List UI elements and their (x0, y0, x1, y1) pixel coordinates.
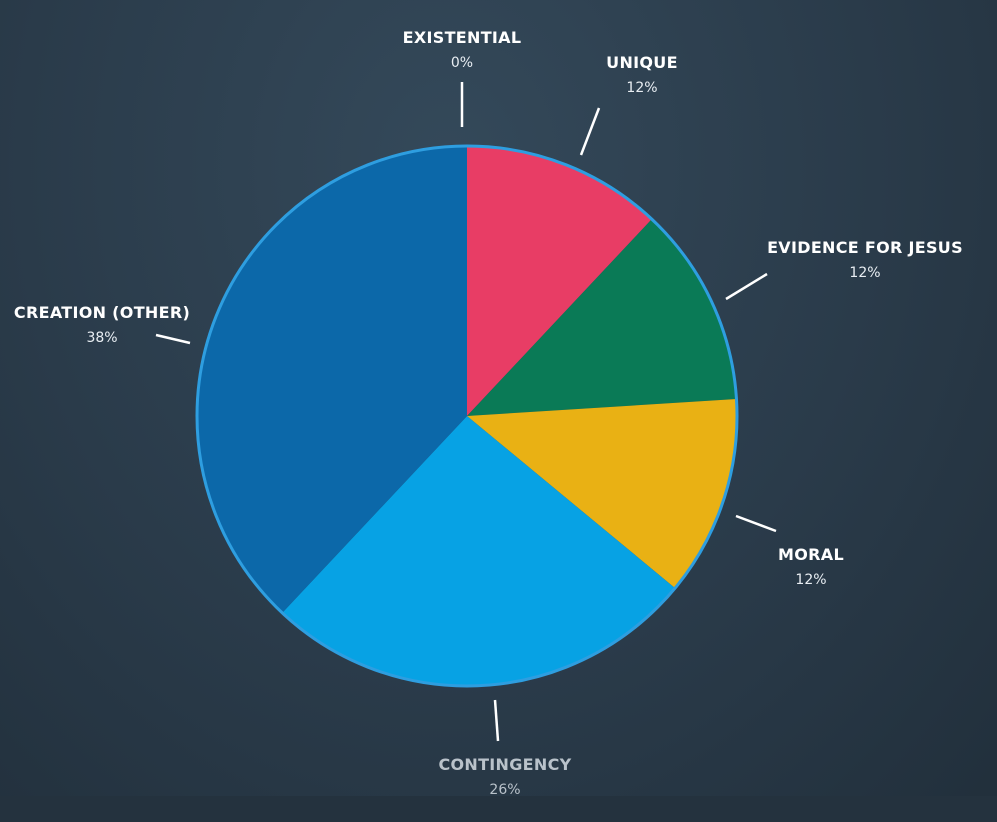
pie-slice-moral (467, 399, 737, 589)
bottom-bar (0, 796, 997, 822)
leader-line (493, 699, 500, 742)
leader-line (155, 333, 191, 345)
slice-label: CREATION (OTHER) 38% (14, 303, 190, 346)
leader-line (735, 514, 777, 533)
leader-line (725, 272, 768, 301)
pie-slice-creation-other (197, 146, 467, 613)
slice-label-value: 38% (86, 330, 118, 346)
pie-slice-contingency (282, 416, 676, 686)
slice-label-name: CONTINGENCY (438, 755, 572, 774)
slice-label-name: MORAL (778, 545, 844, 564)
slice-label: CONTINGENCY 26% (438, 755, 571, 798)
slice-label-name: UNIQUE (606, 53, 678, 72)
slice-label-value: 12% (849, 265, 881, 281)
slice-label-value: 12% (795, 572, 827, 588)
slice-label: EXISTENTIAL 0% (403, 28, 522, 71)
slice-label: EVIDENCE FOR JESUS 12% (767, 238, 963, 281)
slice-label-value: 12% (626, 80, 658, 96)
slice-label: UNIQUE 12% (606, 53, 678, 96)
slice-label-value: 26% (489, 782, 521, 798)
slice-label-name: EVIDENCE FOR JESUS (767, 238, 963, 257)
leader-line (579, 107, 601, 156)
slice-label-name: EXISTENTIAL (402, 28, 522, 47)
pie-slice-evidence-for-jesus (467, 219, 737, 416)
pie-outline (195, 144, 739, 688)
pie-slice-unique (467, 146, 652, 416)
slice-label-value: 0% (450, 55, 474, 71)
slice-label: MORAL 12% (778, 545, 844, 588)
slice-label-name: CREATION (OTHER) (13, 303, 191, 322)
